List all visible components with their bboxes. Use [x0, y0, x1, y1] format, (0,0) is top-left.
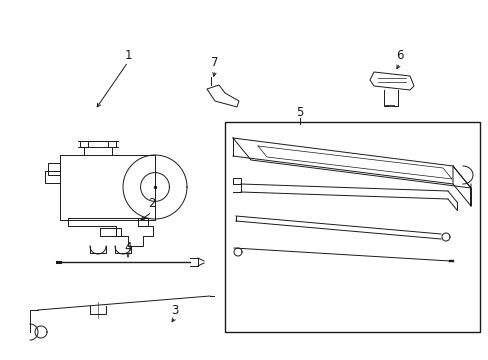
Text: 3: 3 [171, 303, 178, 316]
Text: 5: 5 [296, 105, 303, 118]
Text: 7: 7 [211, 55, 218, 68]
Text: 2: 2 [148, 197, 156, 210]
Text: 4: 4 [124, 240, 131, 253]
Text: 1: 1 [124, 49, 131, 62]
Text: 6: 6 [395, 49, 403, 62]
Bar [224, 122, 479, 332]
